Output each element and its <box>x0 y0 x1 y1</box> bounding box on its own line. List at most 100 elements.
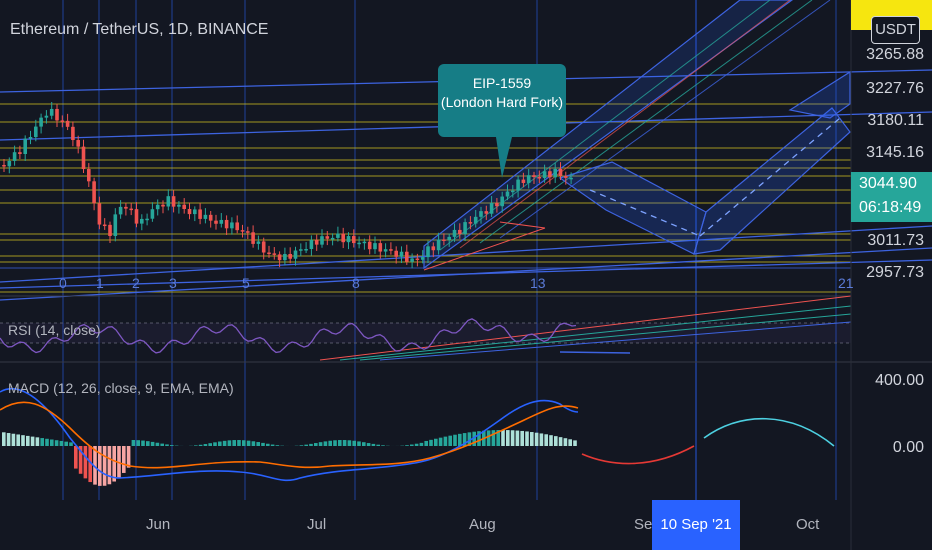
macd-histogram-bar <box>366 443 371 446</box>
macd-histogram-bar <box>381 445 385 446</box>
macd-histogram-bar <box>333 440 337 446</box>
macd-histogram-bar <box>270 444 275 446</box>
macd-histogram-bar <box>530 432 534 446</box>
candle-body <box>548 171 552 178</box>
macd-histogram-bar <box>491 430 496 446</box>
candle-body <box>182 204 186 209</box>
macd-histogram-bar <box>352 440 356 446</box>
candle-body <box>410 258 414 262</box>
macd-histogram-bar <box>371 443 376 446</box>
candle-body <box>542 171 547 179</box>
macd-histogram-bar <box>165 444 169 446</box>
candle-body <box>92 181 96 204</box>
macd-histogram-bar <box>318 442 323 446</box>
macd-line <box>0 387 579 482</box>
candle-body <box>134 209 139 224</box>
macd-histogram-bar <box>222 440 227 446</box>
candle-body <box>511 190 515 193</box>
candle-body <box>81 146 86 170</box>
candle-body <box>288 253 292 259</box>
x-tick: Oct <box>796 516 820 533</box>
candle-body <box>394 250 398 257</box>
candle-body <box>246 231 250 233</box>
candle-body <box>2 165 6 167</box>
currency-button[interactable]: USDT <box>871 16 920 44</box>
candle-body <box>161 204 165 207</box>
candle-body <box>426 246 430 258</box>
candle-body <box>447 236 451 240</box>
candle-body <box>97 203 102 225</box>
candle-body <box>214 220 218 224</box>
candle-body <box>256 241 261 244</box>
macd-histogram-bar <box>515 430 520 446</box>
candle-body <box>113 214 118 236</box>
macd-histogram-bar <box>299 445 304 446</box>
macd-histogram-bar <box>438 437 443 446</box>
candle-body <box>208 214 213 221</box>
macd-histogram-bar <box>126 446 131 468</box>
macd-histogram-bar <box>549 435 553 446</box>
macd-histogram-bar <box>304 444 308 446</box>
annotation-callout[interactable]: EIP-1559 (London Hard Fork) <box>438 64 566 137</box>
macd-histogram-bar <box>64 441 68 446</box>
time-zone-label: 1 <box>96 275 104 291</box>
macd-histogram-bar <box>261 442 265 446</box>
candle-body <box>118 206 123 215</box>
macd-histogram-bar <box>208 443 212 446</box>
macd-histogram-bar <box>558 437 563 446</box>
ascending-channel <box>423 0 831 271</box>
candle-body <box>304 249 308 251</box>
macd-projection-red <box>581 445 695 465</box>
x-tick: Aug <box>469 516 496 533</box>
macd-histogram-bar <box>472 431 476 446</box>
candle-body <box>479 211 483 217</box>
candle-body <box>155 204 160 210</box>
macd-histogram-bar <box>11 433 16 446</box>
candle-body <box>65 120 70 127</box>
price-tick: 2957.73 <box>866 264 924 281</box>
candle-body <box>187 208 192 215</box>
macd-histogram-bar <box>2 432 6 446</box>
macd-histogram-bar <box>83 446 88 479</box>
candle-body <box>468 222 473 224</box>
macd-histogram-bar <box>342 440 347 446</box>
candle-body <box>314 239 319 245</box>
macd-histogram-bar <box>26 435 30 446</box>
candle-body <box>76 140 80 147</box>
macd-histogram-bar <box>376 444 380 446</box>
macd-histogram-bar <box>506 430 510 446</box>
macd-histogram-bar <box>50 439 54 446</box>
candle-body <box>495 203 499 207</box>
rsi-label[interactable]: RSI (14, close) <box>8 322 101 338</box>
macd-label[interactable]: MACD (12, 26, close, 9, EMA, EMA) <box>8 380 234 396</box>
x-tick: Jun <box>146 516 171 533</box>
candle-body <box>341 233 345 243</box>
trend-line <box>0 225 932 283</box>
macd-histogram-bar <box>462 433 467 446</box>
candle-body <box>436 239 441 251</box>
macd-histogram-bar <box>160 443 164 446</box>
candle-body <box>452 229 457 237</box>
macd-histogram-bar <box>251 441 256 446</box>
candle-body <box>251 232 255 244</box>
candle-body <box>224 219 229 229</box>
macd-histogram-bar <box>539 433 544 446</box>
candle-body <box>346 236 351 243</box>
candle-body <box>140 218 144 224</box>
macd-histogram-bar <box>203 444 208 446</box>
macd-histogram-bar <box>54 440 59 446</box>
macd-histogram-bar <box>227 440 232 446</box>
price-tick: 3265.88 <box>866 46 924 63</box>
macd-pane <box>0 387 835 486</box>
macd-histogram <box>2 430 577 486</box>
price-tick: 3227.76 <box>866 80 924 97</box>
price-tick: 3180.11 <box>867 112 924 129</box>
candle-body <box>473 216 478 224</box>
candle-body <box>55 108 59 121</box>
macd-histogram-bar <box>405 445 409 446</box>
candle-body <box>299 249 303 251</box>
candle-body <box>34 126 38 137</box>
macd-histogram-bar <box>309 443 313 446</box>
macd-histogram-bar <box>467 432 472 446</box>
